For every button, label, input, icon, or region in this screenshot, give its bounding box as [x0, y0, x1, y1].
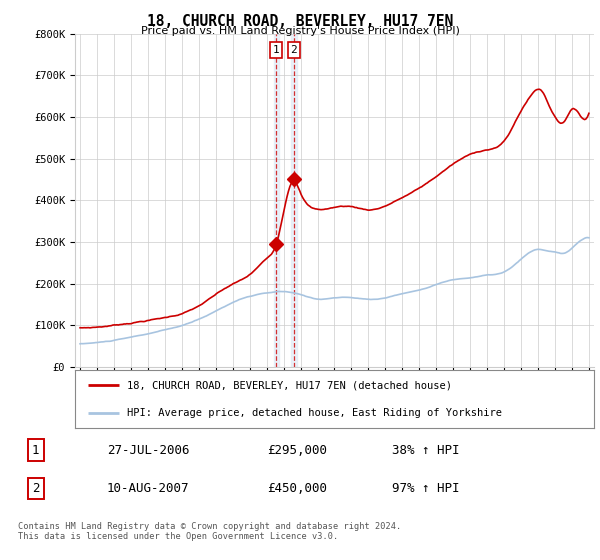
Text: 18, CHURCH ROAD, BEVERLEY, HU17 7EN (detached house): 18, CHURCH ROAD, BEVERLEY, HU17 7EN (det…	[127, 380, 452, 390]
Text: 1: 1	[273, 45, 280, 55]
Text: 2: 2	[290, 45, 298, 55]
Text: 27-JUL-2006: 27-JUL-2006	[107, 444, 190, 457]
Text: £450,000: £450,000	[268, 482, 328, 495]
Text: HPI: Average price, detached house, East Riding of Yorkshire: HPI: Average price, detached house, East…	[127, 408, 502, 418]
Text: 97% ↑ HPI: 97% ↑ HPI	[392, 482, 460, 495]
Text: 18, CHURCH ROAD, BEVERLEY, HU17 7EN: 18, CHURCH ROAD, BEVERLEY, HU17 7EN	[147, 14, 453, 29]
Text: 38% ↑ HPI: 38% ↑ HPI	[392, 444, 460, 457]
Bar	[274, 34, 279, 367]
Text: 1: 1	[32, 444, 40, 457]
Text: 10-AUG-2007: 10-AUG-2007	[107, 482, 190, 495]
Text: £295,000: £295,000	[268, 444, 328, 457]
Text: Contains HM Land Registry data © Crown copyright and database right 2024.
This d: Contains HM Land Registry data © Crown c…	[18, 522, 401, 542]
Bar	[292, 34, 296, 367]
Text: 2: 2	[32, 482, 40, 495]
Text: Price paid vs. HM Land Registry's House Price Index (HPI): Price paid vs. HM Land Registry's House …	[140, 26, 460, 36]
